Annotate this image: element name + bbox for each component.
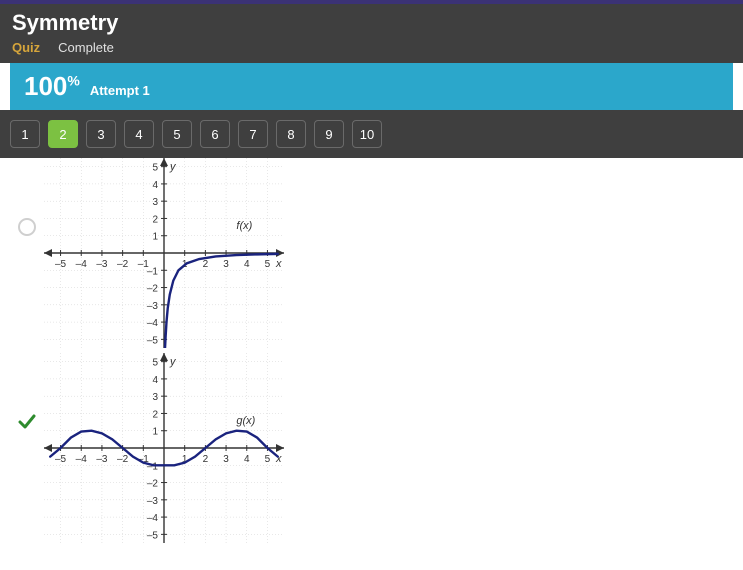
svg-text:–2: –2 [147, 284, 159, 295]
svg-text:–2: –2 [117, 454, 129, 465]
svg-text:–5: –5 [55, 454, 67, 465]
status-label: Complete [58, 40, 114, 55]
svg-text:2: 2 [152, 214, 158, 225]
svg-text:–4: –4 [76, 259, 88, 270]
svg-text:–2: –2 [147, 479, 159, 490]
svg-text:5: 5 [265, 259, 271, 270]
svg-text:–3: –3 [147, 301, 159, 312]
score-percent: 100% [24, 71, 80, 102]
svg-text:–1: –1 [147, 266, 159, 277]
svg-text:3: 3 [152, 392, 158, 403]
question-nav-2[interactable]: 2 [48, 120, 78, 148]
percent-symbol: % [67, 72, 79, 88]
question-nav-9[interactable]: 9 [314, 120, 344, 148]
svg-text:4: 4 [152, 180, 158, 191]
svg-text:–5: –5 [147, 530, 159, 541]
svg-text:2: 2 [203, 454, 209, 465]
svg-text:3: 3 [223, 259, 229, 270]
header: Symmetry Quiz Complete [0, 4, 743, 63]
svg-text:g(x): g(x) [236, 415, 255, 427]
attempt-label: Attempt 1 [90, 83, 150, 98]
question-nav-7[interactable]: 7 [238, 120, 268, 148]
svg-text:–4: –4 [76, 454, 88, 465]
svg-text:–3: –3 [96, 454, 108, 465]
graph-gx: –5–4–3–2–112345–5–4–3–2–112345yxg(x) [44, 353, 284, 548]
question-nav-8[interactable]: 8 [276, 120, 306, 148]
score-bar: 100% Attempt 1 [10, 63, 733, 110]
svg-text:5: 5 [265, 454, 271, 465]
score-number: 100 [24, 71, 67, 101]
page-title: Symmetry [12, 10, 731, 36]
svg-text:4: 4 [152, 375, 158, 386]
svg-text:2: 2 [152, 409, 158, 420]
svg-text:–3: –3 [96, 259, 108, 270]
svg-text:y: y [169, 161, 177, 173]
svg-text:1: 1 [152, 427, 158, 438]
svg-text:1: 1 [152, 232, 158, 243]
svg-text:5: 5 [152, 358, 158, 369]
quiz-label: Quiz [12, 40, 40, 55]
svg-text:–2: –2 [117, 259, 129, 270]
svg-text:3: 3 [223, 454, 229, 465]
svg-text:f(x): f(x) [236, 220, 252, 232]
svg-text:4: 4 [244, 259, 250, 270]
svg-text:–4: –4 [147, 318, 159, 329]
svg-text:–5: –5 [55, 259, 67, 270]
graph-fx: –5–4–3–2–112345–5–4–3–2–112345yxf(x) [44, 158, 284, 353]
checkmark-correct-icon [18, 413, 36, 431]
answer-option-b[interactable]: –5–4–3–2–112345–5–4–3–2–112345yxg(x) [0, 353, 743, 548]
radio-unselected-icon [18, 218, 36, 236]
question-nav-4[interactable]: 4 [124, 120, 154, 148]
question-nav: 123456789 10 [0, 110, 743, 158]
content-area: –5–4–3–2–112345–5–4–3–2–112345yxf(x) –5–… [0, 158, 743, 570]
question-nav-1[interactable]: 1 [10, 120, 40, 148]
question-nav-10[interactable]: 10 [352, 120, 382, 148]
svg-text:x: x [275, 258, 282, 270]
svg-text:y: y [169, 356, 177, 368]
question-nav-5[interactable]: 5 [162, 120, 192, 148]
svg-text:3: 3 [152, 197, 158, 208]
question-nav-6[interactable]: 6 [200, 120, 230, 148]
svg-text:–3: –3 [147, 496, 159, 507]
svg-text:5: 5 [152, 163, 158, 174]
svg-text:–4: –4 [147, 513, 159, 524]
answer-option-a[interactable]: –5–4–3–2–112345–5–4–3–2–112345yxf(x) [0, 158, 743, 353]
subheader: Quiz Complete [12, 40, 731, 55]
question-nav-3[interactable]: 3 [86, 120, 116, 148]
svg-text:4: 4 [244, 454, 250, 465]
svg-text:2: 2 [203, 259, 209, 270]
svg-text:–5: –5 [147, 335, 159, 346]
